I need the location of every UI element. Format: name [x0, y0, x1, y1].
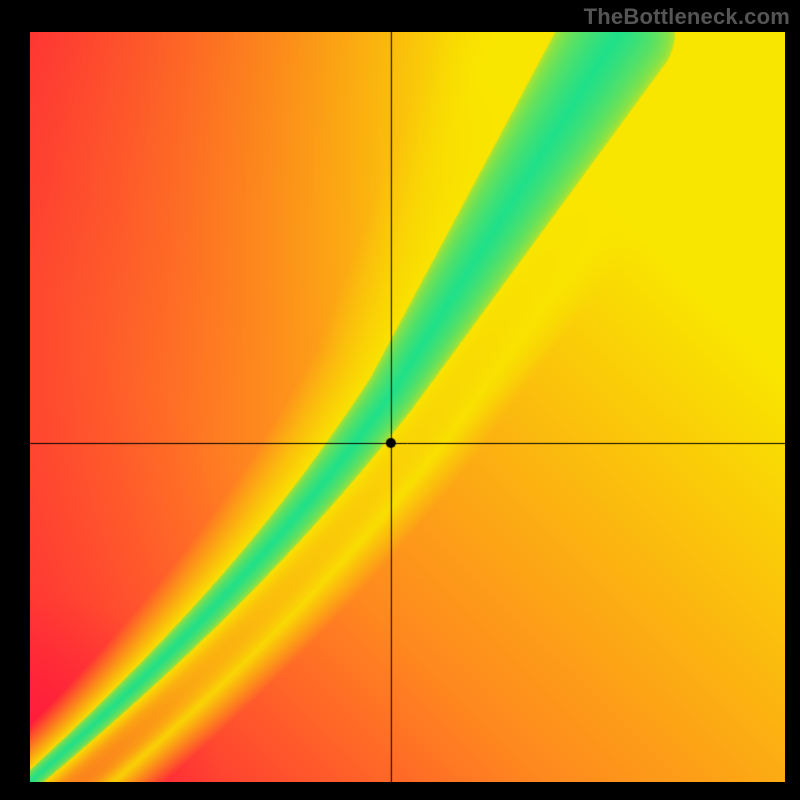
- bottleneck-heatmap: [30, 32, 785, 782]
- watermark-text: TheBottleneck.com: [584, 4, 790, 30]
- chart-container: TheBottleneck.com: [0, 0, 800, 800]
